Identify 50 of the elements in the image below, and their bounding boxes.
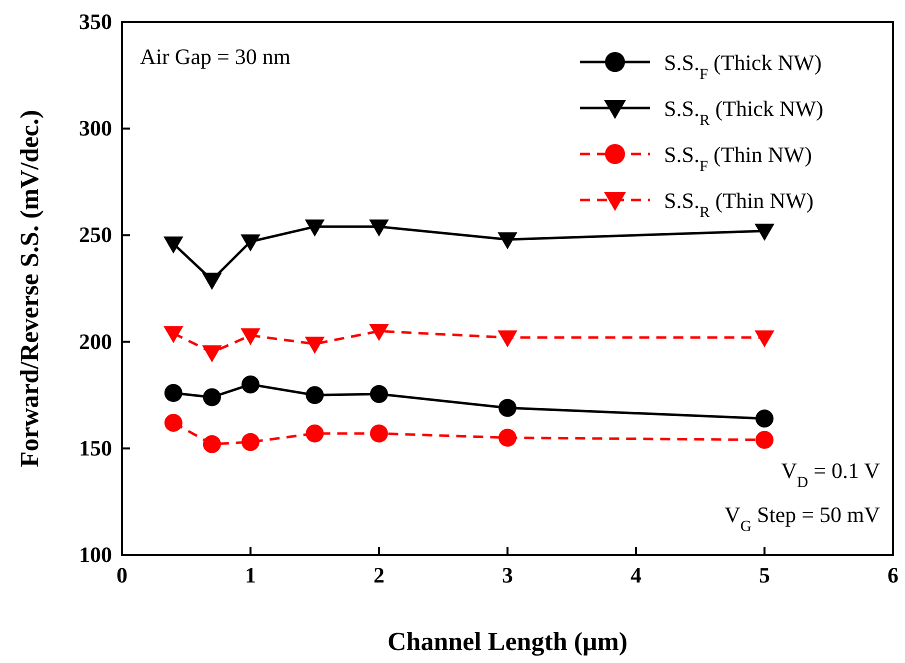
annotation: Air Gap = 30 nm: [140, 44, 290, 69]
legend-label: S.S.$_{R}$ (Thin NW): [664, 188, 814, 220]
point: [369, 219, 389, 237]
point: [202, 388, 221, 406]
point: [498, 330, 518, 348]
point: [164, 236, 184, 254]
point: [498, 232, 518, 250]
point: [369, 324, 389, 342]
point: [242, 375, 260, 394]
point: [240, 234, 260, 252]
point: [754, 224, 774, 241]
point: [164, 384, 182, 402]
point: [756, 430, 774, 449]
point: [754, 330, 774, 348]
point: [498, 398, 516, 417]
y-axis-title: Forward/Reverse S.S. (mV/dec.): [15, 110, 44, 468]
y-tick-label: 350: [79, 9, 112, 34]
point: [306, 424, 324, 442]
y-tick-label: 300: [79, 116, 112, 141]
point: [304, 336, 325, 354]
annotation: V$_{D}$ = 0.1 V: [781, 458, 880, 490]
point: [242, 433, 260, 452]
point: [240, 328, 260, 346]
x-tick-label: 3: [502, 562, 513, 588]
x-axis-title: Channel Length (μm): [387, 627, 628, 656]
annotation: V$_{G}$ Step = 50 mV: [724, 502, 880, 534]
legend-label: S.S.$_{F}$ (Thin NW): [664, 142, 812, 174]
point: [756, 410, 774, 428]
x-tick-label: 0: [116, 562, 128, 588]
x-tick-label: 4: [630, 562, 642, 588]
point: [370, 385, 388, 404]
legend-label: S.S.$_{R}$ (Thick NW): [664, 96, 824, 128]
point: [202, 272, 222, 290]
y-tick-label: 100: [79, 542, 112, 568]
x-tick-label: 6: [888, 562, 898, 588]
x-tick-label: 2: [374, 562, 384, 588]
y-tick-label: 200: [79, 328, 112, 354]
y-tick-label: 250: [79, 222, 112, 248]
y-tick-label: 150: [79, 435, 112, 460]
x-tick-label: 1: [245, 562, 256, 588]
point: [304, 219, 325, 237]
point: [202, 345, 222, 362]
point: [498, 428, 516, 447]
point: [164, 326, 184, 344]
legend-label: S.S.$_{F}$ (Thick NW): [664, 50, 822, 82]
point: [306, 386, 324, 404]
x-tick-label: 5: [759, 562, 770, 588]
point: [370, 424, 388, 442]
point: [164, 414, 182, 432]
point: [202, 435, 221, 454]
